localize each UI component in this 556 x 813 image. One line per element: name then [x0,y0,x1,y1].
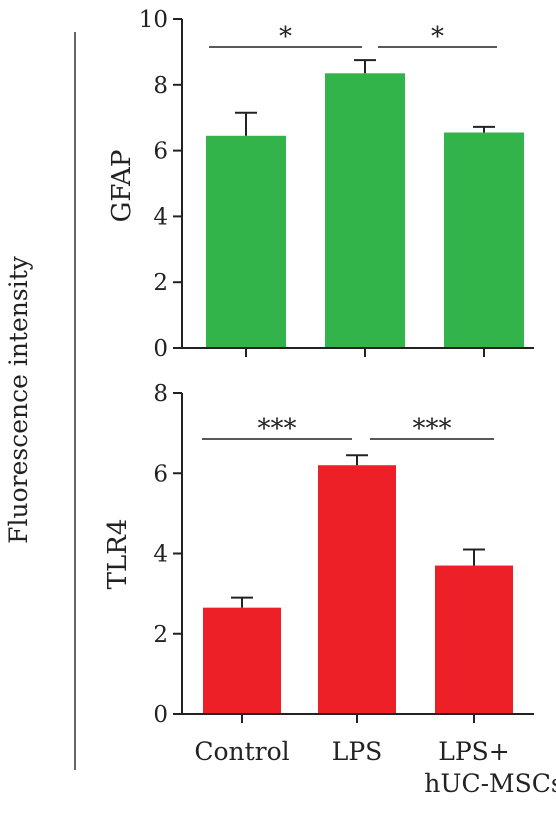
tlr4-bar-1 [318,465,396,714]
tlr4-significance-label: *** [413,414,452,444]
tlr4-significance-label: *** [258,414,297,444]
gfap-ylabel: GFAP [107,150,137,223]
tlr4-y-tick-label: 6 [153,461,168,487]
gfap-y-tick-label: 10 [139,7,168,33]
tlr4-x-tick-label-line: LPS+ [438,737,510,766]
tlr4-bar-0 [203,607,281,714]
tlr4-panel: 0 2 4 6 8 Control LPS LPS+ hUC-MSCs TLR4 *** *** [103,381,556,798]
tlr4-x-tick-label: LPS+ hUC-MSCs [424,737,556,798]
tlr4-ylabel: TLR4 [103,519,133,590]
tlr4-x-tick-label: LPS [332,737,383,766]
gfap-significance-label: * [431,22,444,52]
tlr4-x-tick-label-line: LPS [332,737,383,766]
tlr4-y-tick-label: 8 [153,381,168,407]
gfap-y-tick-label: 0 [153,336,168,362]
gfap-y-tick-label: 8 [153,73,168,99]
gfap-y-tick-label: 2 [153,270,168,296]
tlr4-y-tick-label: 4 [153,542,168,568]
gfap-significance-label: * [279,22,292,52]
tlr4-x-tick-label: Control [194,737,289,766]
gfap-y-tick-label: 4 [153,204,168,230]
tlr4-y-tick-label: 0 [153,702,168,728]
shared-ylabel: Fluorescence intensity [4,255,33,544]
tlr4-x-tick-label-line: Control [194,737,289,766]
tlr4-bar-2 [435,565,513,714]
gfap-panel: 0 2 4 6 8 10 GFAP * * [107,7,534,362]
tlr4-x-tick-label-line: hUC-MSCs [424,769,556,798]
gfap-y-tick-label: 6 [153,139,168,165]
gfap-bar-1 [325,73,405,348]
tlr4-y-tick-label: 2 [153,622,168,648]
gfap-bar-0 [206,135,286,348]
gfap-bar-2 [444,132,524,348]
